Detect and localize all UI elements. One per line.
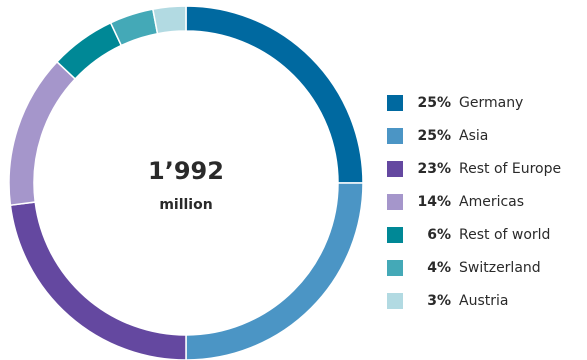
legend-swatch-germany xyxy=(387,94,403,111)
legend-label-switzerland: Switzerland xyxy=(459,259,541,276)
legend-item-rest-of-europe: 23% Rest of Europe xyxy=(387,152,561,185)
legend-label-rest-of-world: Rest of world xyxy=(459,226,551,243)
legend-item-austria: 3% Austria xyxy=(387,284,561,317)
center-total-value: 1’992 xyxy=(148,157,224,185)
donut-slice-rest-of-world xyxy=(55,21,123,81)
legend-percent-rest-of-europe: 23% xyxy=(417,160,451,177)
legend-swatch-switzerland xyxy=(387,259,403,276)
legend-item-switzerland: 4% Switzerland xyxy=(387,251,561,284)
legend-label-austria: Austria xyxy=(459,292,509,309)
legend-percent-switzerland: 4% xyxy=(427,259,451,276)
legend-item-rest-of-world: 6% Rest of world xyxy=(387,218,561,251)
legend-item-asia: 25% Asia xyxy=(387,119,561,152)
donut-slices xyxy=(8,5,364,360)
center-total-unit: million xyxy=(159,197,212,213)
legend-percent-americas: 14% xyxy=(417,193,451,210)
legend-item-germany: 25% Germany xyxy=(387,86,561,119)
legend-swatch-austria xyxy=(387,292,403,309)
legend-label-americas: Americas xyxy=(459,193,525,210)
chart-legend: 25% Germany 25% Asia 23% Rest of Europe … xyxy=(387,86,561,317)
donut-slice-americas xyxy=(8,60,77,207)
legend-label-rest-of-europe: Rest of Europe xyxy=(459,160,562,177)
legend-item-americas: 14% Americas xyxy=(387,185,561,218)
legend-percent-germany: 25% xyxy=(417,94,451,111)
donut-slice-asia xyxy=(185,182,364,360)
legend-label-germany: Germany xyxy=(459,94,524,111)
donut-slice-rest-of-europe xyxy=(9,201,187,360)
legend-swatch-rest-of-europe xyxy=(387,160,403,177)
legend-swatch-asia xyxy=(387,127,403,144)
legend-label-asia: Asia xyxy=(459,127,489,144)
legend-percent-asia: 25% xyxy=(417,127,451,144)
donut-slice-austria xyxy=(151,5,187,35)
legend-swatch-americas xyxy=(387,193,403,210)
legend-swatch-rest-of-world xyxy=(387,226,403,243)
legend-percent-austria: 3% xyxy=(427,292,451,309)
donut-chart: 1’992 million xyxy=(8,5,364,360)
legend-percent-rest-of-world: 6% xyxy=(427,226,451,243)
